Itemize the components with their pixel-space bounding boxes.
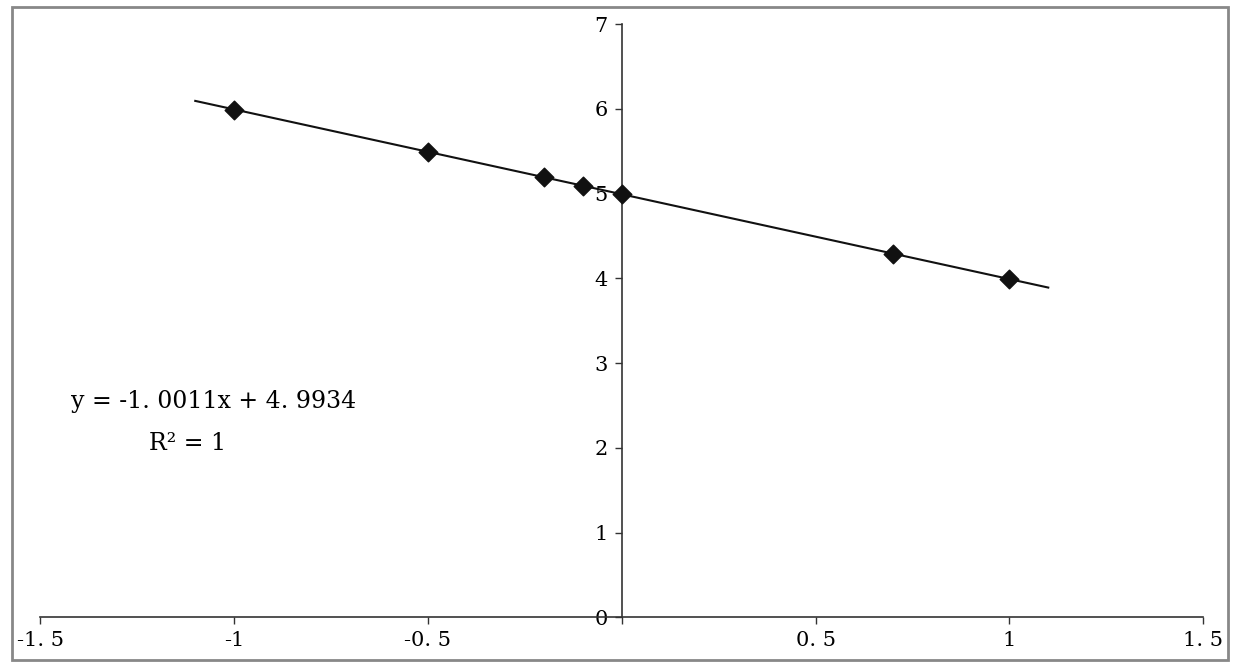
Text: R² = 1: R² = 1 <box>149 432 226 455</box>
Point <box>611 189 631 199</box>
Point <box>999 273 1019 284</box>
Point <box>883 248 903 259</box>
Point <box>418 147 438 157</box>
Point <box>224 104 244 115</box>
Point <box>534 172 554 183</box>
Text: y = -1. 0011x + 4. 9934: y = -1. 0011x + 4. 9934 <box>71 390 356 413</box>
Point <box>573 180 593 191</box>
